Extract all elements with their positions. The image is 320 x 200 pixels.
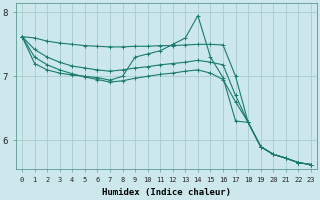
X-axis label: Humidex (Indice chaleur): Humidex (Indice chaleur) <box>102 188 231 197</box>
